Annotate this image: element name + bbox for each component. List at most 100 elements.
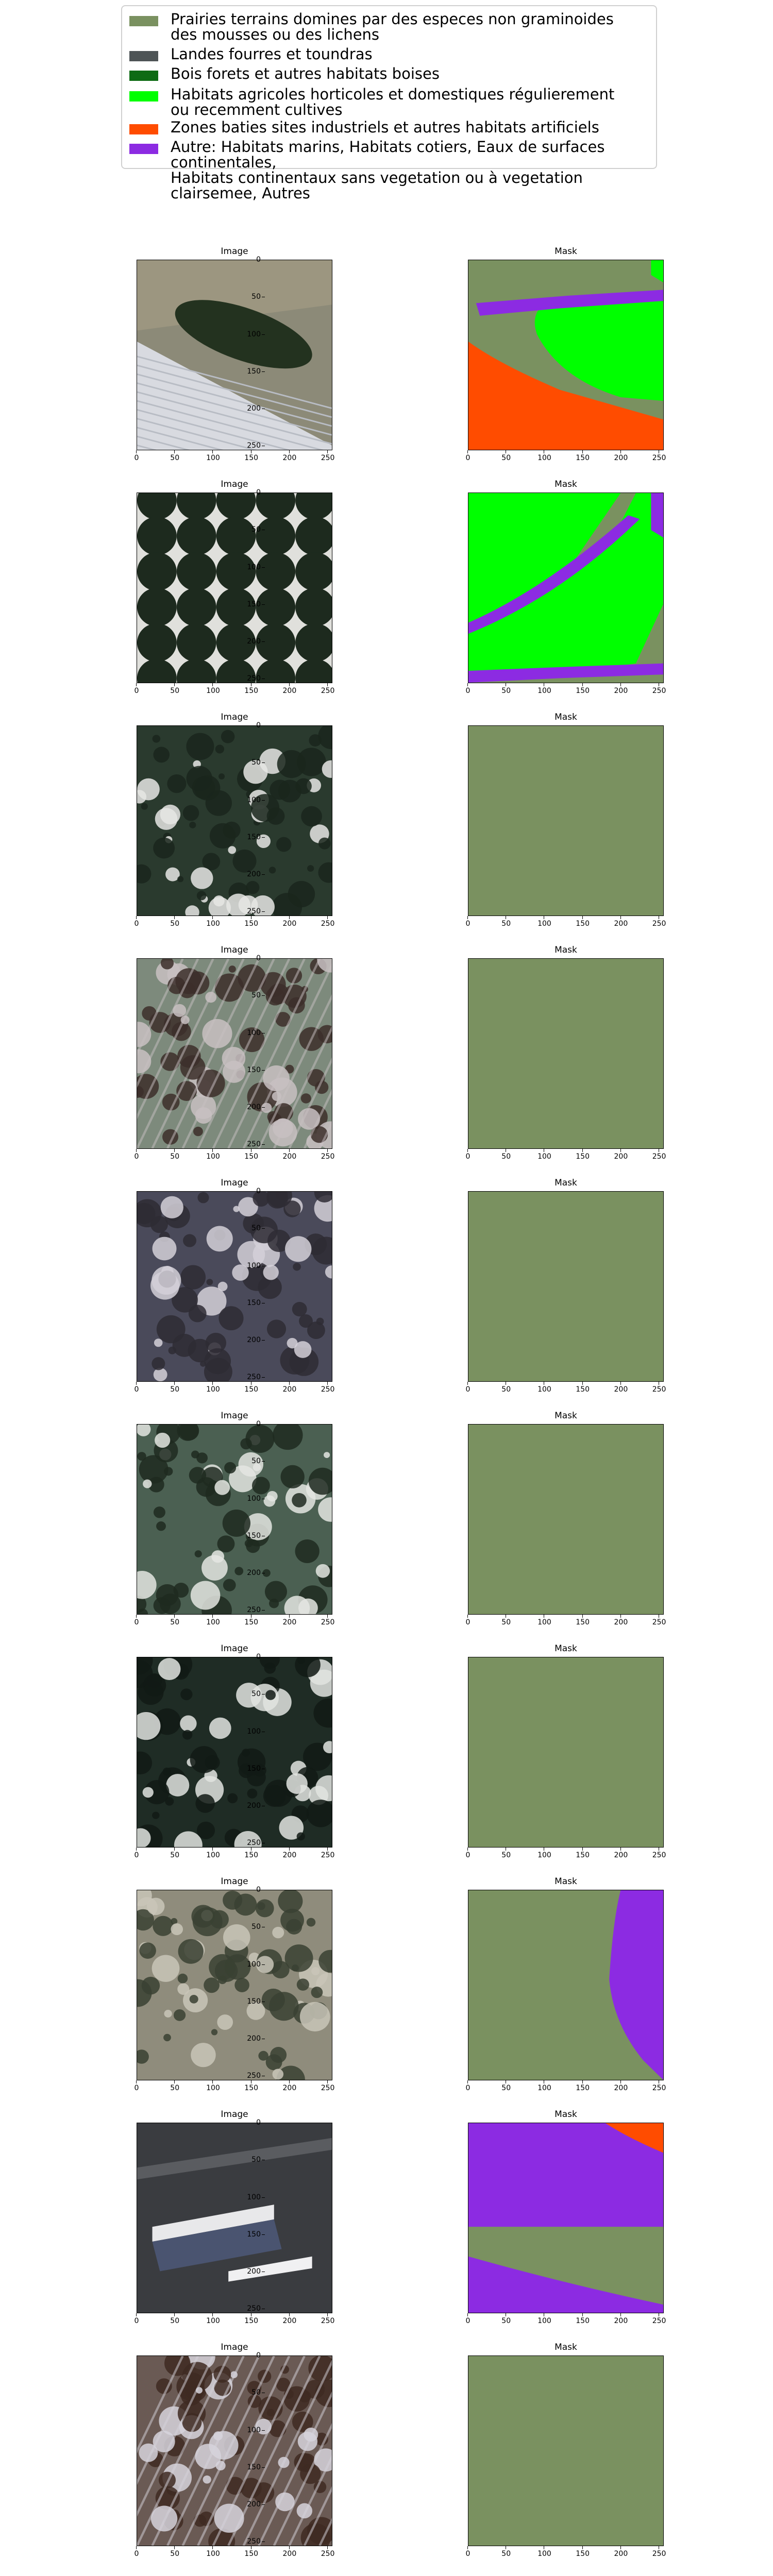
y-tick-label: 0 <box>240 722 265 729</box>
y-tick-label: 250 <box>240 1374 265 1381</box>
y-tick-label: 150 <box>240 1765 265 1772</box>
x-tick-label: 200 <box>611 2546 631 2557</box>
x-tick-label: 200 <box>279 2313 300 2325</box>
x-tick-label: 50 <box>164 450 185 462</box>
x-tick-label: 50 <box>164 2080 185 2092</box>
y-tick-label: 50 <box>240 2156 265 2163</box>
sample-row: Image050100150200250050100150200250Mask0… <box>0 2109 773 2326</box>
x-tick-label: 200 <box>279 916 300 927</box>
mask-panel-title: Mask <box>554 1178 577 1188</box>
y-tick-label: 50 <box>240 1458 265 1465</box>
y-tick-label: 0 <box>240 489 265 496</box>
y-tick-label: 0 <box>240 1653 265 1660</box>
y-tick-label: 50 <box>240 1923 265 1930</box>
segmentation-mask <box>468 725 664 916</box>
segmentation-mask <box>468 2123 664 2313</box>
x-tick-label: 50 <box>496 916 516 927</box>
x-tick-label: 150 <box>573 683 593 694</box>
aerial-image <box>137 958 332 1149</box>
aerial-image <box>137 260 332 450</box>
y-tick-label: 250 <box>240 2072 265 2079</box>
x-tick-label: 100 <box>203 1848 223 1859</box>
mask-panel-title: Mask <box>554 712 577 722</box>
x-tick-label: 200 <box>279 1382 300 1393</box>
y-tick-label: 150 <box>240 834 265 841</box>
image-panel-title: Image <box>221 479 248 489</box>
y-tick-label: 150 <box>240 2231 265 2238</box>
x-tick-label: 150 <box>573 1382 593 1393</box>
x-tick-label: 100 <box>203 2313 223 2325</box>
x-tick-label: 200 <box>279 2080 300 2092</box>
x-tick-label: 100 <box>534 1615 554 1626</box>
sample-row: Image050100150200250050100150200250Mask0… <box>0 1876 773 2093</box>
y-tick-label: 250 <box>240 675 265 682</box>
x-tick-label: 200 <box>611 1149 631 1160</box>
x-tick-label: 50 <box>496 1382 516 1393</box>
x-tick-label: 250 <box>649 2546 669 2557</box>
x-tick-label: 50 <box>164 683 185 694</box>
sample-row: Image050100150200250050100150200250Mask0… <box>0 2342 773 2558</box>
y-tick-label: 250 <box>240 2305 265 2312</box>
y-tick-label: 150 <box>240 2464 265 2471</box>
y-tick-label: 200 <box>240 1802 265 1809</box>
x-tick-label: 150 <box>241 2080 262 2092</box>
x-tick-label: 200 <box>611 2313 631 2325</box>
image-panel-title: Image <box>221 1178 248 1188</box>
y-tick-label: 0 <box>240 1420 265 1428</box>
x-tick-label: 50 <box>496 2546 516 2557</box>
y-tick-label: 100 <box>240 331 265 338</box>
y-tick-label: 250 <box>240 1839 265 1846</box>
x-tick-label: 250 <box>317 1615 338 1626</box>
x-tick-label: 150 <box>573 2080 593 2092</box>
y-tick-label: 100 <box>240 1495 265 1502</box>
x-tick-label: 100 <box>203 1149 223 1160</box>
x-tick-label: 200 <box>611 916 631 927</box>
image-panel-title: Image <box>221 1876 248 1887</box>
x-tick-label: 200 <box>611 1848 631 1859</box>
aerial-image <box>137 2123 332 2313</box>
y-tick-label: 100 <box>240 1029 265 1037</box>
y-tick-label: 150 <box>240 1532 265 1539</box>
x-tick-label: 150 <box>241 2546 262 2557</box>
y-tick-label: 0 <box>240 1188 265 1195</box>
y-tick-label: 250 <box>240 908 265 915</box>
x-tick-label: 150 <box>241 450 262 462</box>
x-tick-label: 150 <box>241 1848 262 1859</box>
image-panel-title: Image <box>221 1643 248 1654</box>
x-tick-label: 250 <box>649 1149 669 1160</box>
y-tick-label: 50 <box>240 992 265 999</box>
y-tick-label: 50 <box>240 1690 265 1698</box>
x-tick-label: 0 <box>126 1848 147 1859</box>
x-tick-label: 100 <box>534 2080 554 2092</box>
x-tick-label: 50 <box>496 683 516 694</box>
x-tick-label: 100 <box>203 1615 223 1626</box>
x-tick-label: 100 <box>203 1382 223 1393</box>
x-tick-label: 250 <box>317 2080 338 2092</box>
x-tick-label: 0 <box>458 2546 478 2557</box>
x-tick-label: 250 <box>649 2313 669 2325</box>
x-tick-label: 250 <box>649 1382 669 1393</box>
x-tick-label: 100 <box>534 916 554 927</box>
sample-row: Image050100150200250050100150200250Mask0… <box>0 1411 773 1627</box>
x-tick-label: 50 <box>164 1848 185 1859</box>
y-tick-label: 0 <box>240 1886 265 1893</box>
x-tick-label: 150 <box>241 1382 262 1393</box>
legend-entry-prairies: Prairies terrains domines par des espece… <box>129 11 614 42</box>
image-panel-title: Image <box>221 2342 248 2352</box>
y-tick-label: 200 <box>240 405 265 412</box>
x-tick-label: 200 <box>279 1848 300 1859</box>
y-tick-label: 250 <box>240 442 265 449</box>
x-tick-label: 0 <box>126 1382 147 1393</box>
x-tick-label: 200 <box>611 2080 631 2092</box>
aerial-image <box>137 1424 332 1615</box>
x-tick-label: 0 <box>458 450 478 462</box>
y-tick-label: 150 <box>240 1066 265 1074</box>
legend-swatch-bois <box>129 71 158 81</box>
mask-panel-title: Mask <box>554 1643 577 1654</box>
y-tick-label: 0 <box>240 256 265 263</box>
x-tick-label: 250 <box>649 2080 669 2092</box>
x-tick-label: 150 <box>573 1615 593 1626</box>
x-tick-label: 100 <box>534 2546 554 2557</box>
x-tick-label: 0 <box>126 2546 147 2557</box>
legend-swatch-prairies <box>129 16 158 26</box>
